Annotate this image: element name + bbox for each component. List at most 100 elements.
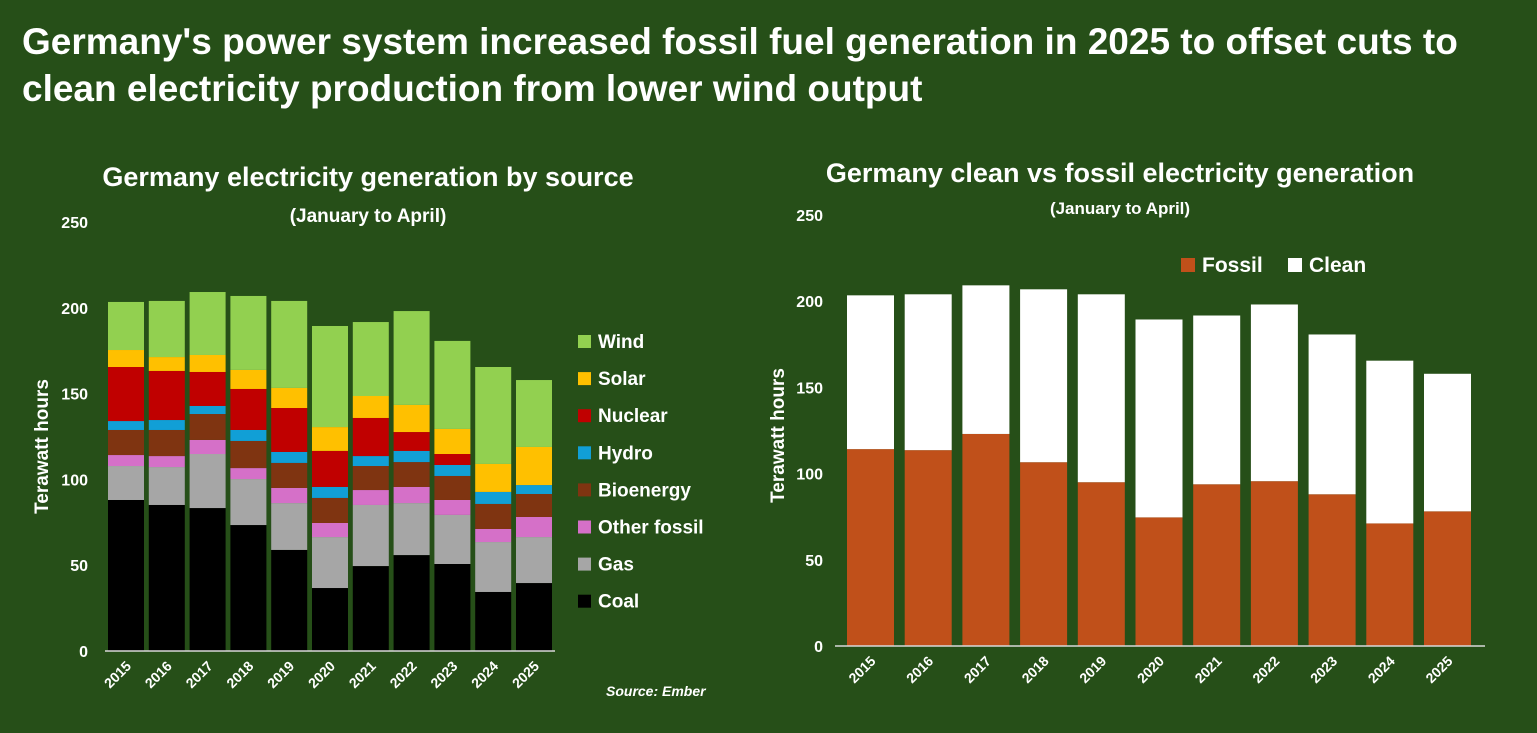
x-tick-label: 2021 bbox=[346, 658, 379, 691]
bar-other-fossil-2024 bbox=[475, 528, 512, 543]
x-tick-label: 2016 bbox=[142, 658, 175, 691]
legend-swatch-wind bbox=[578, 335, 591, 348]
bar-other-fossil-2016 bbox=[148, 456, 185, 468]
y-tick-label: 100 bbox=[61, 472, 88, 489]
x-tick-label: 2018 bbox=[1018, 653, 1051, 686]
bar-fossil-2021 bbox=[1193, 484, 1241, 646]
bar-bioenergy-2017 bbox=[189, 414, 226, 440]
bar-fossil-2018 bbox=[1020, 462, 1068, 646]
bar-clean-2022 bbox=[1250, 304, 1298, 482]
source-note: Source: Ember bbox=[606, 683, 707, 699]
legend-swatch-other-fossil bbox=[578, 520, 591, 534]
bar-solar-2023 bbox=[434, 428, 471, 455]
bar-hydro-2022 bbox=[393, 450, 430, 463]
bar-other-fossil-2018 bbox=[230, 468, 267, 480]
legend-label: Coal bbox=[598, 592, 639, 613]
bar-gas-2016 bbox=[148, 467, 185, 505]
bar-wind-2023 bbox=[434, 340, 471, 429]
bar-hydro-2015 bbox=[108, 421, 144, 430]
bar-fossil-2019 bbox=[1077, 482, 1125, 646]
bar-gas-2018 bbox=[230, 479, 267, 526]
x-tick-label: 2020 bbox=[305, 658, 338, 691]
legend-swatch-hydro bbox=[578, 446, 591, 460]
bar-fossil-2022 bbox=[1250, 481, 1298, 646]
x-tick-label: 2024 bbox=[468, 658, 501, 691]
bar-nuclear-2019 bbox=[271, 408, 308, 452]
y-tick-label: 50 bbox=[70, 558, 88, 575]
x-tick-label: 2020 bbox=[1134, 653, 1167, 686]
bar-coal-2015 bbox=[108, 499, 144, 651]
bar-gas-2019 bbox=[271, 503, 308, 550]
bar-coal-2024 bbox=[475, 591, 512, 651]
bar-solar-2025 bbox=[516, 446, 552, 486]
x-tick-label: 2017 bbox=[182, 658, 215, 691]
x-tick-label: 2022 bbox=[386, 658, 419, 691]
x-tick-label: 2024 bbox=[1365, 653, 1398, 686]
y-tick-label: 0 bbox=[79, 644, 88, 661]
headline: Germany's power system increased fossil … bbox=[22, 21, 1458, 109]
legend-swatch-fossil bbox=[1181, 258, 1195, 272]
bar-clean-2021 bbox=[1193, 315, 1241, 485]
bar-hydro-2017 bbox=[189, 405, 226, 415]
bar-fossil-2017 bbox=[962, 433, 1010, 646]
legend-swatch-solar bbox=[578, 372, 591, 386]
bar-nuclear-2020 bbox=[312, 450, 348, 487]
bar-solar-2024 bbox=[475, 463, 512, 492]
bar-fossil-2016 bbox=[904, 450, 952, 646]
bar-wind-2019 bbox=[271, 300, 308, 388]
bar-coal-2016 bbox=[148, 504, 185, 651]
bar-hydro-2025 bbox=[516, 485, 552, 494]
x-tick-label: 2022 bbox=[1249, 653, 1282, 686]
bar-wind-2021 bbox=[352, 322, 389, 397]
bar-gas-2017 bbox=[189, 454, 226, 509]
legend-label: Solar bbox=[598, 369, 646, 390]
bar-clean-2015 bbox=[847, 295, 894, 450]
bar-wind-2022 bbox=[393, 311, 430, 405]
bar-bioenergy-2022 bbox=[393, 462, 430, 487]
bar-nuclear-2015 bbox=[108, 367, 144, 422]
bar-wind-2025 bbox=[516, 380, 552, 447]
legend-label: Nuclear bbox=[598, 406, 668, 427]
bar-gas-2015 bbox=[108, 466, 144, 500]
bar-solar-2017 bbox=[189, 354, 226, 372]
x-tick-label: 2017 bbox=[961, 653, 994, 686]
bar-hydro-2016 bbox=[148, 420, 185, 430]
x-tick-label: 2023 bbox=[427, 658, 460, 691]
bar-bioenergy-2025 bbox=[516, 493, 552, 517]
y-tick-label: 200 bbox=[796, 294, 823, 311]
legend-label: Clean bbox=[1309, 254, 1366, 277]
legend-label: Fossil bbox=[1202, 254, 1263, 277]
bar-nuclear-2023 bbox=[434, 454, 471, 465]
bar-solar-2015 bbox=[108, 350, 144, 368]
y-tick-label: 0 bbox=[814, 639, 823, 656]
x-tick-label: 2015 bbox=[845, 653, 878, 686]
bar-clean-2017 bbox=[962, 285, 1010, 434]
x-tick-label: 2023 bbox=[1307, 653, 1340, 686]
legend-label: Bioenergy bbox=[598, 480, 691, 501]
bar-wind-2018 bbox=[230, 295, 267, 370]
bar-wind-2024 bbox=[475, 367, 512, 464]
bar-bioenergy-2024 bbox=[475, 503, 512, 529]
y-tick-label: 150 bbox=[61, 387, 88, 404]
bar-fossil-2025 bbox=[1424, 511, 1471, 646]
bar-coal-2025 bbox=[516, 583, 552, 651]
bar-coal-2018 bbox=[230, 525, 267, 651]
y-axis-label: Terawatt hours bbox=[32, 379, 53, 514]
bar-bioenergy-2023 bbox=[434, 475, 471, 500]
bar-coal-2022 bbox=[393, 555, 430, 651]
x-tick-label: 2015 bbox=[101, 658, 134, 691]
x-tick-label: 2016 bbox=[903, 653, 936, 686]
bar-other-fossil-2019 bbox=[271, 487, 308, 504]
x-tick-label: 2025 bbox=[1422, 653, 1455, 686]
bar-coal-2021 bbox=[352, 566, 389, 651]
x-tick-label: 2019 bbox=[1076, 653, 1109, 686]
legend-label: Wind bbox=[598, 332, 644, 353]
bar-nuclear-2018 bbox=[230, 388, 267, 430]
bar-nuclear-2016 bbox=[148, 370, 185, 421]
bar-nuclear-2022 bbox=[393, 432, 430, 451]
chart-title: Germany clean vs fossil electricity gene… bbox=[826, 158, 1414, 188]
bar-gas-2025 bbox=[516, 537, 552, 584]
x-tick-label: 2025 bbox=[509, 658, 542, 691]
bar-solar-2021 bbox=[352, 396, 389, 418]
